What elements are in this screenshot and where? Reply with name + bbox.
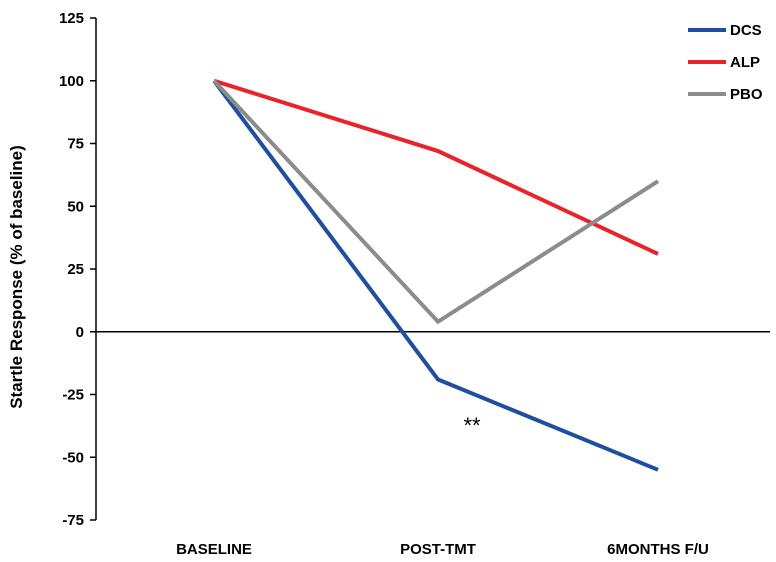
series-lines bbox=[212, 78, 660, 472]
y-axis-ticks: 125 100 75 50 25 0 -25 -50 -75 bbox=[59, 10, 96, 529]
significance-annotation: ** bbox=[463, 413, 481, 438]
y-axis-title: Startle Response (% of baseline) bbox=[7, 145, 26, 409]
y-tick-label: 125 bbox=[59, 10, 84, 27]
y-tick-label: 25 bbox=[67, 261, 84, 278]
y-tick-label: 75 bbox=[67, 136, 84, 153]
annotations: ** bbox=[463, 413, 481, 438]
y-tick-label: 50 bbox=[67, 198, 84, 215]
y-tick-label: -50 bbox=[62, 449, 84, 466]
series-line-dcs bbox=[212, 79, 659, 472]
x-category-label: BASELINE bbox=[176, 541, 252, 558]
series-line-pbo bbox=[212, 79, 660, 325]
series-line-alp bbox=[213, 78, 659, 256]
x-category-label: POST-TMT bbox=[400, 541, 476, 558]
y-tick-label: -25 bbox=[62, 387, 84, 404]
legend: DCS ALP PBO bbox=[688, 22, 763, 103]
legend-label-alp: ALP bbox=[730, 54, 760, 71]
legend-label-dcs: DCS bbox=[730, 22, 762, 39]
y-tick-label: 0 bbox=[76, 324, 84, 341]
y-tick-label: 100 bbox=[59, 73, 84, 90]
y-tick-label: -75 bbox=[62, 512, 84, 529]
x-axis-category-labels: BASELINE POST-TMT 6MONTHS F/U bbox=[176, 541, 709, 558]
axes bbox=[95, 18, 770, 520]
legend-label-pbo: PBO bbox=[730, 86, 763, 103]
x-category-label: 6MONTHS F/U bbox=[607, 541, 709, 558]
